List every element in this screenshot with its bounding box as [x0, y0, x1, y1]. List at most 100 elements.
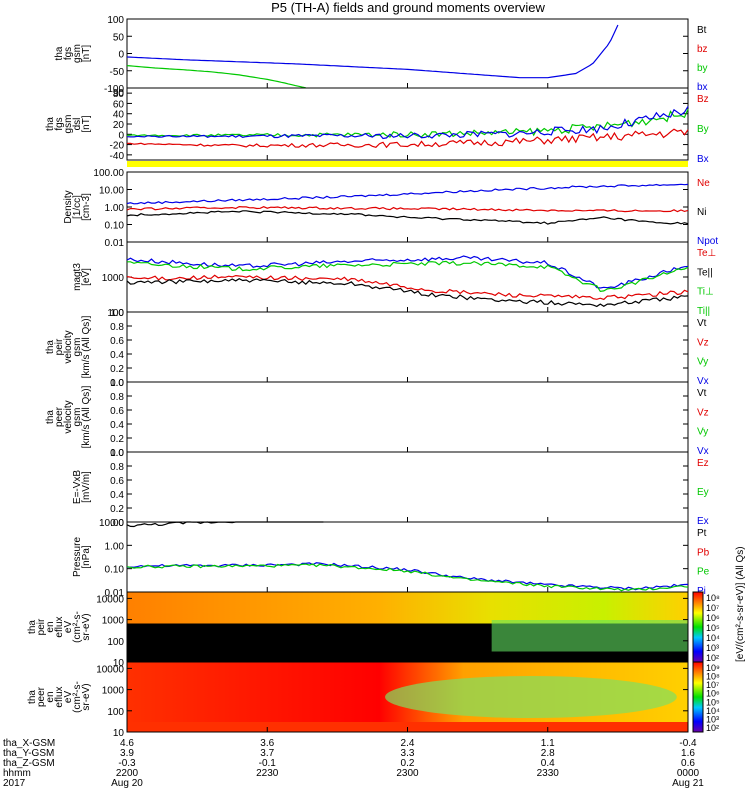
legend-entry: bz	[697, 44, 708, 55]
colorbar-tick-label: 10²	[706, 723, 719, 733]
colorbar-tick-label: 10³	[706, 714, 719, 724]
series-Te||	[126, 278, 689, 308]
y-axis-label: magt3	[72, 263, 83, 291]
legend-entry: Ex	[697, 516, 709, 527]
panel-3: 100.00 10.00 1.00 0.10 0.01 Density[1/cc][cm-…	[63, 168, 718, 249]
y-tick-label: 0.8	[110, 392, 124, 403]
time-axis-row-label: tha_Z-GSM	[3, 758, 55, 769]
time-axis-row-label: tha_Y-GSM	[3, 748, 54, 759]
y-tick-label: 0.10	[105, 565, 125, 576]
y-tick-label: 1000	[102, 686, 125, 697]
y-tick-label: 0	[118, 50, 124, 61]
y-axis-label: en	[45, 691, 56, 702]
y-axis-label: sr-eV)	[81, 613, 92, 640]
y-tick-label: 0.6	[110, 476, 124, 487]
legend-entry: Vz	[697, 407, 709, 418]
series-Bz	[127, 128, 689, 149]
time-axis-value: 4.6	[120, 738, 134, 749]
panel-frame	[126, 18, 689, 89]
y-tick-label: 0.2	[110, 364, 124, 375]
y-axis-label: [nT]	[81, 115, 92, 132]
y-tick-label: 0.0	[110, 448, 124, 459]
time-axis-value: 0.6	[681, 758, 695, 769]
legend-entry: Bx	[697, 154, 709, 165]
series-Te⊥	[126, 274, 689, 301]
y-tick-label: 0.4	[110, 420, 124, 431]
y-tick-label: 100	[107, 308, 124, 319]
y-tick-label: 0.01	[105, 588, 125, 599]
y-tick-label: 1000	[102, 273, 125, 284]
series-Bx	[126, 106, 689, 140]
y-tick-label: 0.4	[110, 490, 124, 501]
time-axis-value: 2330	[537, 768, 560, 779]
y-tick-label: 0.2	[110, 434, 124, 445]
time-axis-row-label: hhmm	[3, 768, 31, 779]
y-tick-label: -40	[110, 151, 125, 162]
y-axis-label: tha	[45, 410, 56, 424]
time-axis-value: -0.4	[679, 738, 697, 749]
y-axis-label: [cm-3]	[81, 193, 92, 221]
legend-entry: Ni	[697, 207, 706, 218]
colorbar-tick-label: 10⁶	[706, 689, 720, 699]
legend-entry: Vx	[697, 446, 709, 457]
time-axis-value: 3.6	[260, 738, 274, 749]
colorbar-tick-label: 10⁵	[706, 623, 720, 633]
y-tick-label: 100	[107, 707, 124, 718]
panel-6: 1.0 0.8 0.6 0.4 0.2 0.0 thapeervelocitygsm[km/…	[45, 378, 709, 459]
y-tick-label: 0.0	[110, 378, 124, 389]
y-tick-label: 1000	[102, 616, 125, 627]
series-Ni	[126, 210, 689, 225]
legend-entry: By	[697, 124, 709, 135]
time-axis-value: -0.3	[118, 758, 136, 769]
y-tick-label: 0.6	[110, 336, 124, 347]
series-Ti||	[127, 260, 689, 293]
y-tick-label: 10.00	[99, 186, 124, 197]
panel-frame	[126, 521, 689, 593]
y-tick-label: 60	[113, 99, 125, 110]
y-axis-label: tha	[27, 690, 38, 704]
panel-frame	[126, 381, 689, 453]
legend-entry: Pt	[697, 528, 707, 539]
colorbar-tick-label: 10⁵	[706, 697, 720, 707]
colorbar-tick-label: 10⁷	[706, 603, 719, 613]
y-axis-label: eflux	[54, 686, 65, 707]
figure-title: P5 (TH-A) fields and ground moments over…	[271, 0, 545, 15]
y-axis-label: en	[45, 621, 56, 632]
time-axis-value: 3.3	[401, 748, 415, 759]
y-tick-label: -100	[104, 84, 124, 95]
y-tick-label: -50	[110, 67, 125, 78]
y-tick-label: -20	[110, 141, 125, 152]
time-axis-row-label: 2017	[3, 778, 26, 789]
y-axis-label: Pressure	[72, 537, 83, 577]
time-axis-value: 0000	[677, 768, 700, 779]
legend-entry: Vx	[697, 376, 709, 387]
y-tick-label: 100	[107, 15, 124, 26]
y-axis-label: eflux	[54, 616, 65, 637]
y-tick-label: 0	[118, 130, 124, 141]
y-axis-label: gsm	[63, 115, 74, 134]
y-axis-label: gsm	[72, 44, 83, 63]
legend-entry: by	[697, 63, 708, 74]
y-axis-label: [nT]	[81, 45, 92, 62]
y-tick-label: 0.8	[110, 462, 124, 473]
colorbar-tick-label: 10⁴	[706, 706, 720, 716]
legend-entry: Bz	[697, 94, 709, 105]
legend-entry: Pe	[697, 567, 710, 578]
time-axis-value: 2230	[256, 768, 279, 779]
colorbar-tick-label: 10⁸	[706, 672, 720, 682]
legend-entry: Vt	[697, 318, 707, 329]
y-axis-label: gsm	[72, 408, 83, 427]
y-tick-label: 0.8	[110, 322, 124, 333]
colorbar-tick-label: 10³	[706, 643, 719, 653]
time-axis: tha_X-GSM 4.6 3.6 2.4 1.1 -0.4 tha_Y-GSM 3.9 3.7…	[3, 738, 704, 789]
y-axis-label: peir	[36, 618, 47, 635]
y-tick-label: 100.00	[93, 168, 124, 179]
series-by	[126, 65, 306, 89]
series-Ne	[126, 205, 689, 213]
series-bx	[126, 24, 619, 79]
time-axis-row-label: tha_X-GSM	[3, 738, 55, 749]
time-axis-value: 2.8	[541, 748, 555, 759]
y-axis-label: eV	[63, 621, 74, 634]
